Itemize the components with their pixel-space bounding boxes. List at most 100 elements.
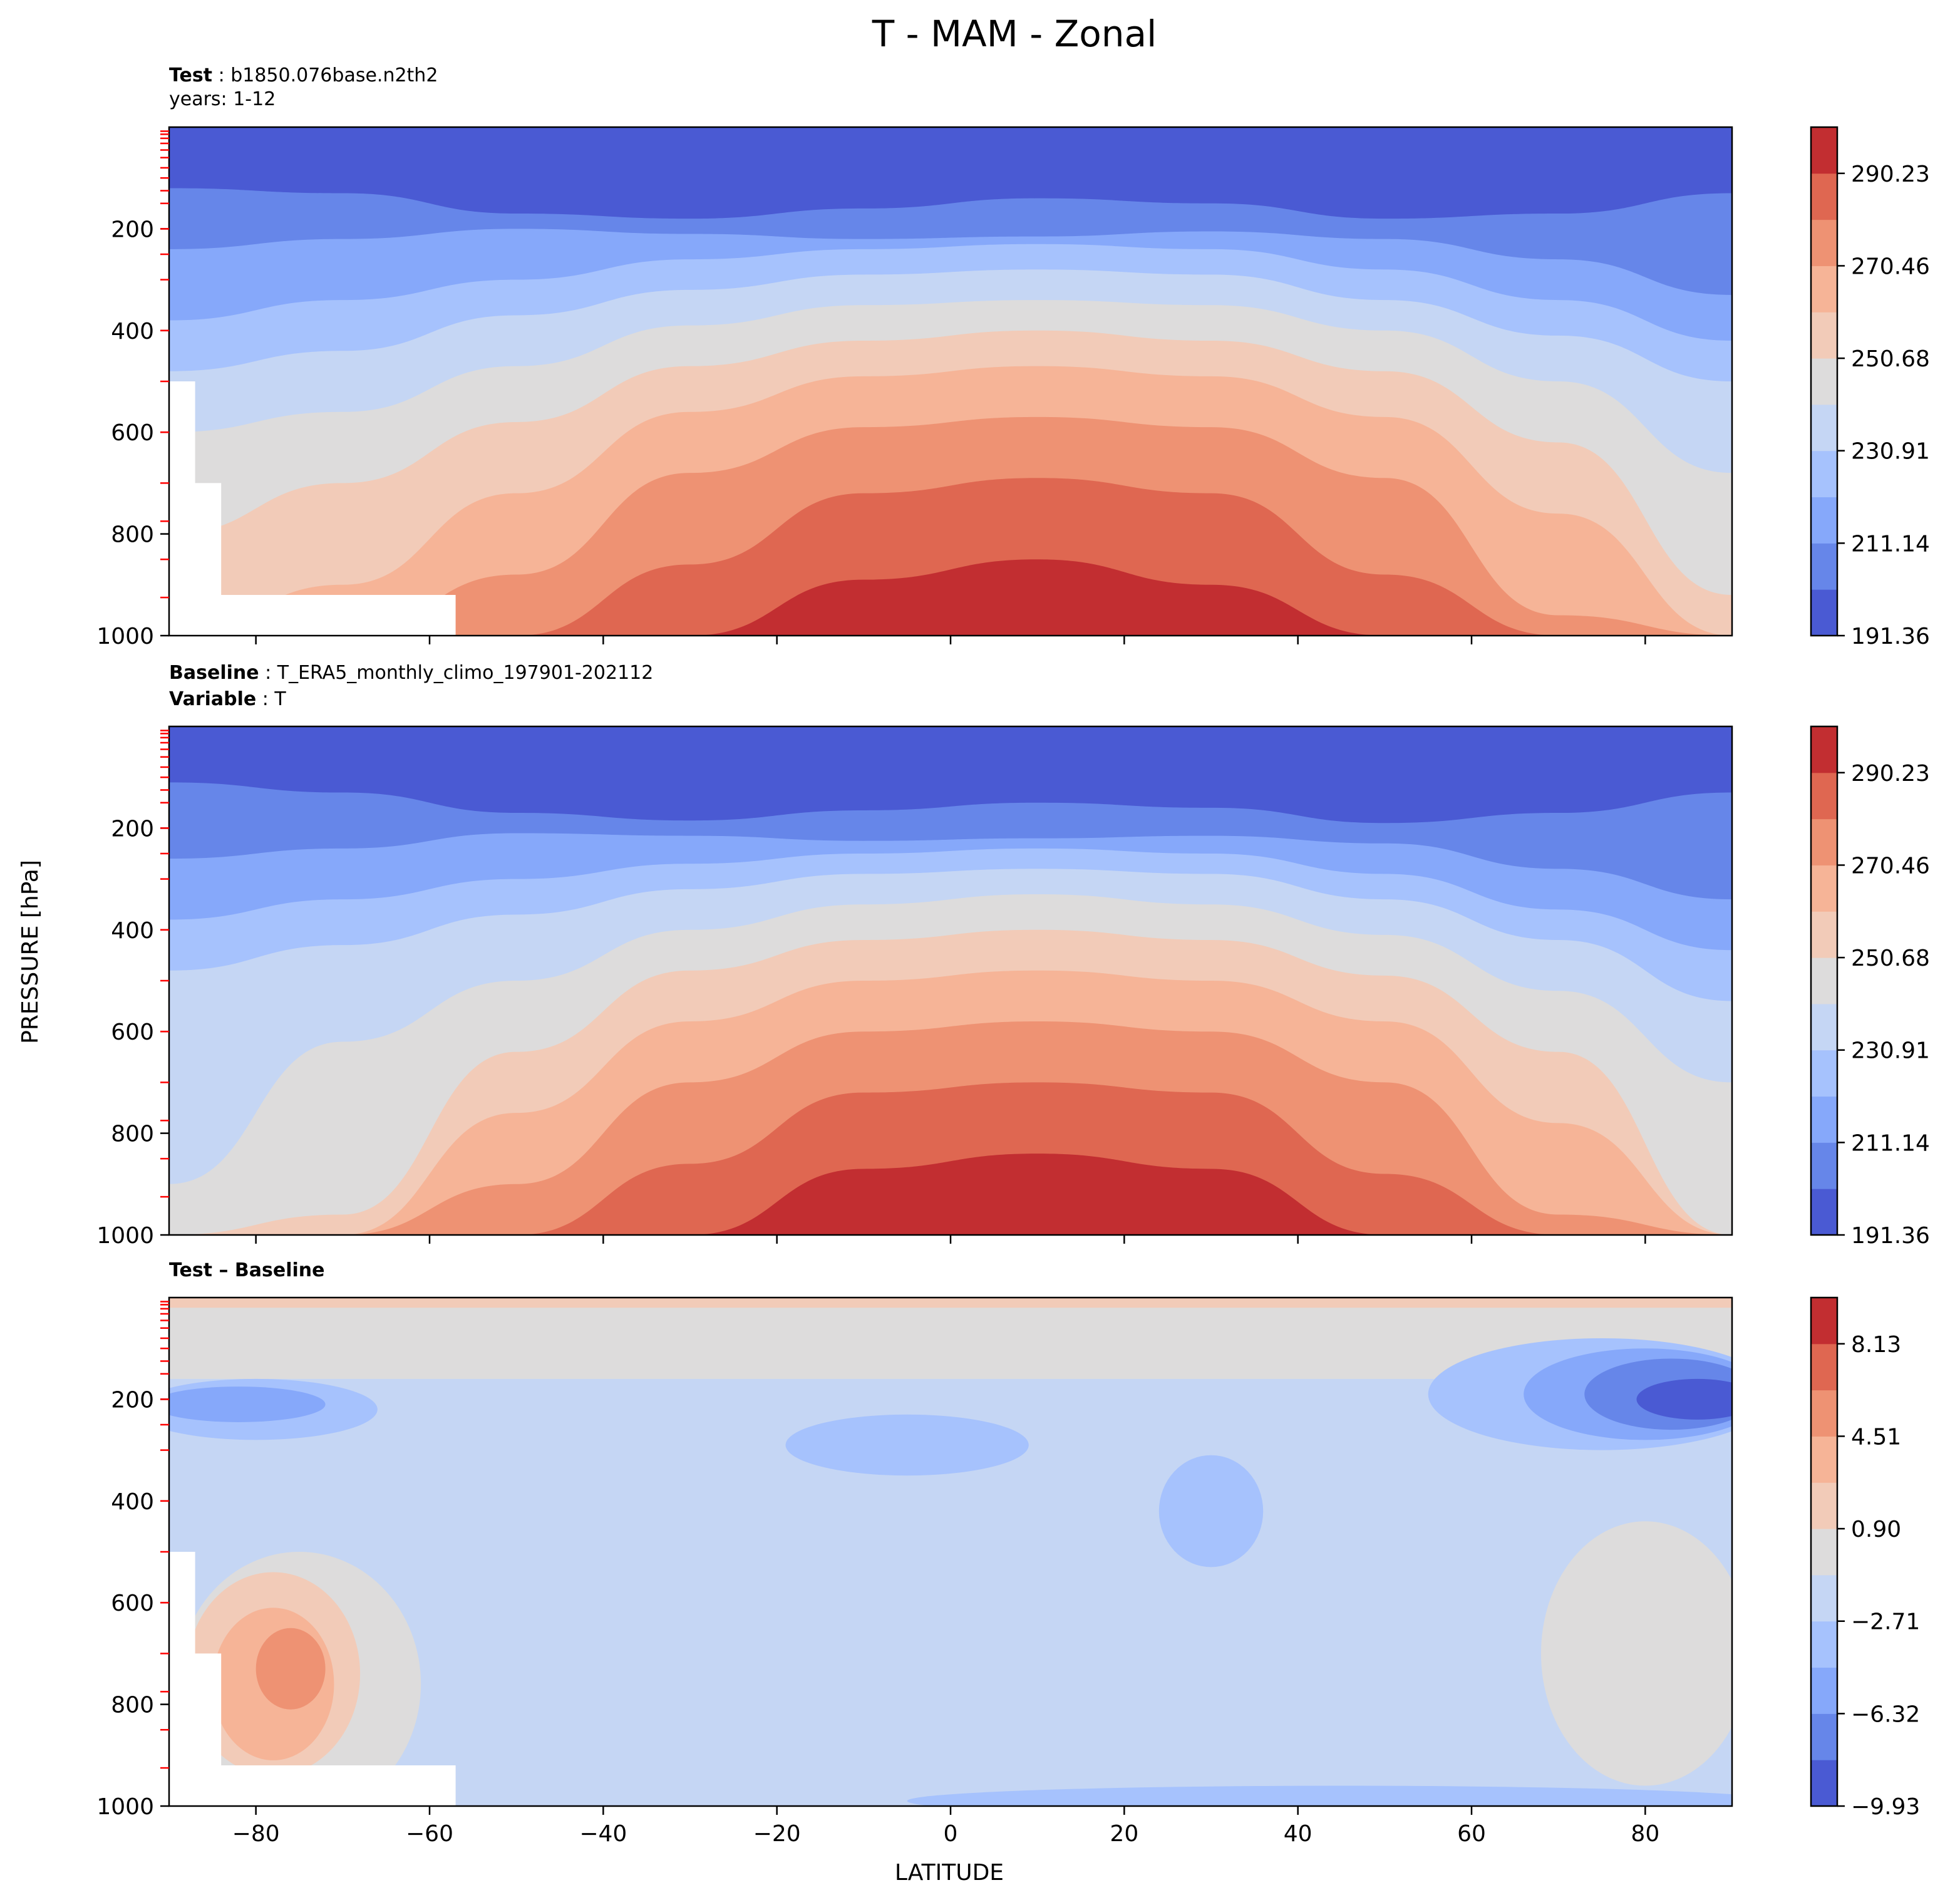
colorbar-segment [1811, 958, 1837, 1004]
contour-level-9 [169, 478, 1732, 636]
colorbar-segment [1811, 173, 1837, 220]
colorbar-tick-label: 290.23 [1851, 761, 1930, 787]
contour-region-9 [785, 1414, 1029, 1476]
colorbar-segment [1811, 127, 1837, 174]
panel-annotation: Test : b1850.076base.n2th2 [169, 65, 438, 86]
colorbar-tick-label: 191.36 [1851, 624, 1930, 649]
contour-region-15 [907, 1785, 1732, 1806]
colorbar-segment [1811, 1760, 1837, 1807]
colorbar-frame [1810, 126, 1839, 637]
colorbar-tick-label: −2.71 [1851, 1609, 1920, 1635]
y-tick-label: 1000 [96, 624, 154, 649]
colorbar-tick-label: 191.36 [1851, 1223, 1930, 1249]
colorbar-tick-label: 250.68 [1851, 946, 1930, 971]
y-tick-label: 200 [111, 217, 154, 242]
colorbar-segment [1811, 266, 1837, 312]
colorbar-tick-label: 8.13 [1851, 1332, 1901, 1358]
colorbar-tick-label: 270.46 [1851, 254, 1930, 279]
colorbar-segment [1811, 772, 1837, 820]
colorbar-frame [1810, 725, 1839, 1236]
y-tick-label: 800 [111, 1122, 154, 1147]
x-tick-label: −40 [579, 1821, 627, 1847]
colorbar-segment [1811, 726, 1837, 773]
panel-test: 200 400 600 800 1000 Test : b1850.076base.n2t… [96, 65, 1930, 649]
colorbar: 290.23 270.46 250.68 230.91 211.14 191.36 [1810, 126, 1930, 649]
colorbar-segment [1811, 1189, 1837, 1236]
y-tick-label: 1000 [96, 1794, 154, 1820]
colorbar-tick-label: −9.93 [1851, 1794, 1920, 1820]
x-tick-label: 20 [1110, 1821, 1138, 1847]
contour-field [169, 726, 1732, 1235]
contour-region-14 [1636, 1378, 1732, 1420]
contour-region-8 [169, 1386, 326, 1422]
panel-difference: −80 −60 −40 −20 0 20 40 60 80 200 400 600 800 1000 Tes… [96, 1259, 1920, 1847]
surface-mask [169, 1552, 456, 1806]
x-tick-label: −80 [232, 1821, 280, 1847]
colorbar-tick-label: 211.14 [1851, 1130, 1930, 1156]
colorbar-segment [1811, 1390, 1837, 1437]
colorbar-segment [1811, 818, 1837, 865]
colorbar-segment [1811, 1436, 1837, 1483]
panel-annotation: Baseline : T_ERA5_monthly_climo_197901-2… [169, 662, 653, 684]
x-tick-label: 80 [1631, 1821, 1659, 1847]
colorbar-tick-label: 270.46 [1851, 853, 1930, 879]
x-tick-label: 40 [1284, 1821, 1313, 1847]
y-tick-label: 600 [111, 1020, 154, 1045]
contour-field [169, 1298, 1732, 1806]
colorbar-segment [1811, 1003, 1837, 1051]
contour-field [169, 127, 1732, 636]
colorbar-segment [1811, 911, 1837, 958]
colorbar-tick-label: −6.32 [1851, 1701, 1920, 1727]
colorbar-segment [1811, 312, 1837, 359]
colorbar-tick-label: 4.51 [1851, 1424, 1901, 1450]
y-tick-label: 600 [111, 1591, 154, 1616]
x-tick-label: 60 [1457, 1821, 1486, 1847]
colorbar-tick-label: 230.91 [1851, 1038, 1930, 1064]
y-tick-label: 200 [111, 1387, 154, 1413]
colorbar-segment [1811, 404, 1837, 452]
x-axis-title: LATITUDE [895, 1860, 1004, 1886]
panel-annotation: Variable : T [169, 688, 286, 710]
y-tick-label: 200 [111, 816, 154, 842]
colorbar-segment [1811, 1482, 1837, 1529]
colorbar-segment [1811, 1050, 1837, 1097]
colorbar: 290.23 270.46 250.68 230.91 211.14 191.36 [1810, 725, 1930, 1249]
colorbar-segment [1811, 219, 1837, 266]
contour-level-10 [169, 1154, 1732, 1235]
surface-mask [169, 381, 456, 636]
panel-annotation: years: 1-12 [169, 88, 276, 110]
contour-level-10 [169, 559, 1732, 636]
figure-title: T - MAM - Zonal [872, 13, 1157, 55]
colorbar-segment [1811, 1142, 1837, 1189]
colorbar-segment [1811, 1713, 1837, 1760]
y-tick-label: 400 [111, 918, 154, 944]
colorbar-segment [1811, 589, 1837, 636]
y-tick-label: 1000 [96, 1223, 154, 1249]
y-tick-label: 600 [111, 420, 154, 446]
panel-annotation: Test – Baseline [169, 1259, 325, 1281]
colorbar-segment [1811, 543, 1837, 590]
colorbar-tick-label: 211.14 [1851, 531, 1930, 557]
colorbar-tick-label: 230.91 [1851, 439, 1930, 465]
colorbar-frame [1810, 1296, 1839, 1807]
contour-level-9 [169, 1082, 1732, 1235]
colorbar-segment [1811, 1574, 1837, 1622]
y-axis-title: PRESSURE [hPa] [18, 860, 43, 1044]
colorbar-segment [1811, 1621, 1837, 1668]
contour-region-10 [1158, 1455, 1264, 1567]
y-tick-label: 800 [111, 1693, 154, 1718]
colorbar-tick-label: 250.68 [1851, 346, 1930, 372]
colorbar: 8.13 4.51 0.90 −2.71 −6.32 −9.93 [1810, 1296, 1920, 1820]
colorbar-segment [1811, 865, 1837, 912]
x-tick-label: 0 [944, 1821, 958, 1847]
colorbar-segment [1811, 1667, 1837, 1714]
y-tick-label: 800 [111, 522, 154, 548]
colorbar-tick-label: 290.23 [1851, 162, 1930, 187]
colorbar-segment [1811, 358, 1837, 405]
x-tick-label: −60 [406, 1821, 453, 1847]
y-tick-label: 400 [111, 1489, 154, 1515]
colorbar-segment [1811, 1343, 1837, 1391]
contour-region-6 [1540, 1521, 1732, 1786]
contour-region-1 [169, 1298, 1732, 1308]
